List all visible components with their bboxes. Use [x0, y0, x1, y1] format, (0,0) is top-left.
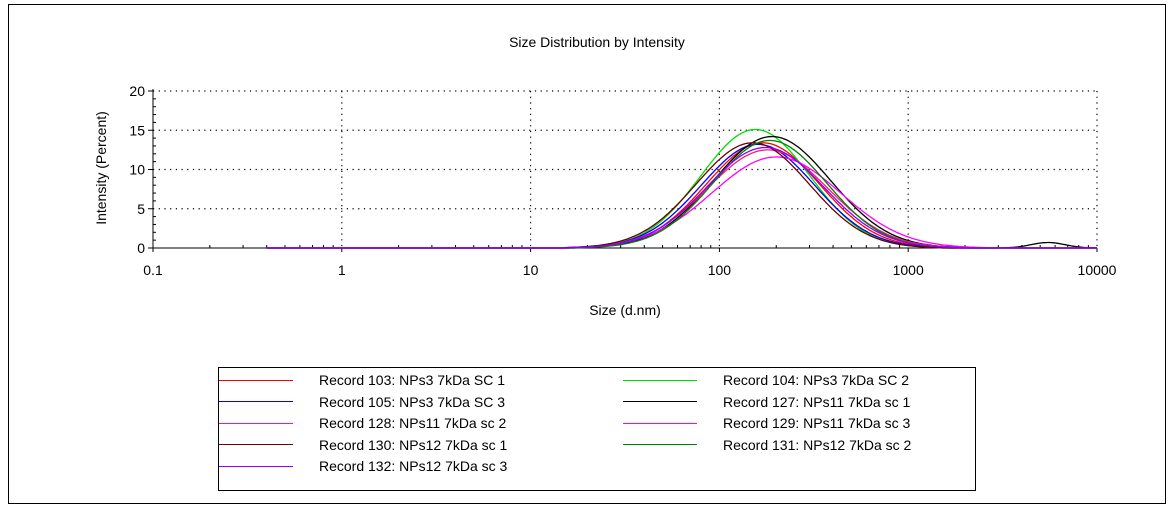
- series-line: [266, 143, 1097, 249]
- tick-labels: 0 5 10 15 20 0.1 1 10 100 1000 10000: [129, 83, 1116, 278]
- x-tick-label: 10: [523, 262, 539, 278]
- x-tick-label: 10000: [1078, 262, 1117, 278]
- y-axis-label: Intensity (Percent): [93, 111, 109, 225]
- series-line: [266, 156, 1097, 249]
- legend-label: Record 105: NPs3 7kDa SC 3: [319, 393, 505, 410]
- legend-item: Record 103: NPs3 7kDa SC 1: [219, 369, 505, 391]
- legend: Record 103: NPs3 7kDa SC 1 Record 104: NP…: [218, 367, 976, 491]
- legend-item: Record 104: NPs3 7kDa SC 2: [623, 369, 909, 391]
- legend-item: Record 127: NPs11 7kDa sc 1: [623, 391, 910, 413]
- legend-label: Record 127: NPs11 7kDa sc 1: [723, 393, 911, 410]
- legend-swatch: [219, 401, 293, 402]
- legend-item: Record 129: NPs11 7kDa sc 3: [623, 412, 910, 434]
- axes: [148, 89, 1098, 252]
- y-tick-label: 15: [129, 122, 145, 138]
- series-line: [266, 142, 1097, 249]
- y-tick-label: 5: [137, 201, 145, 217]
- legend-label: Record 104: NPs3 7kDa SC 2: [723, 372, 909, 388]
- legend-label: Record 129: NPs11 7kDa sc 3: [723, 415, 911, 431]
- legend-swatch: [219, 444, 293, 445]
- chart-title: Size Distribution by Intensity: [509, 34, 685, 50]
- legend-swatch: [219, 422, 293, 424]
- x-axis-label: Size (d.nm): [589, 302, 661, 318]
- legend-item: Record 131: NPs12 7kDa sc 2: [623, 434, 911, 456]
- series-line: [266, 142, 1097, 249]
- grid-lines: [153, 90, 1098, 248]
- legend-swatch: [219, 465, 293, 467]
- y-tick-label: 10: [129, 162, 145, 178]
- legend-label: Record 132: NPs12 7kDa sc 3: [319, 458, 508, 474]
- legend-swatch: [623, 444, 697, 445]
- legend-swatch: [623, 401, 697, 402]
- series-line: [266, 128, 1097, 249]
- legend-label: Record 103: NPs3 7kDa SC 1: [319, 372, 505, 388]
- legend-item: Record 132: NPs12 7kDa sc 3: [219, 455, 507, 477]
- x-tick-label: 1: [338, 262, 346, 278]
- legend-label: Record 128: NPs11 7kDa sc 2: [319, 415, 507, 431]
- series-lines: [266, 128, 1097, 249]
- legend-label: Record 130: NPs12 7kDa sc 1: [319, 436, 508, 453]
- y-tick-label: 0: [137, 240, 145, 256]
- legend-label: Record 131: NPs12 7kDa sc 2: [723, 436, 912, 453]
- series-line: [266, 139, 1097, 249]
- y-tick-label: 20: [129, 83, 145, 99]
- legend-swatch: [219, 379, 293, 381]
- legend-item: Record 128: NPs11 7kDa sc 2: [219, 412, 506, 434]
- x-tick-label: 100: [708, 262, 732, 278]
- x-tick-label: 1000: [893, 262, 924, 278]
- series-line: [266, 146, 1097, 249]
- x-tick-label: 0.1: [143, 262, 163, 278]
- series-line: [266, 135, 1097, 249]
- legend-item: Record 105: NPs3 7kDa SC 3: [219, 391, 505, 413]
- legend-swatch: [623, 379, 697, 381]
- legend-item: Record 130: NPs12 7kDa sc 1: [219, 434, 507, 456]
- legend-swatch: [623, 422, 697, 424]
